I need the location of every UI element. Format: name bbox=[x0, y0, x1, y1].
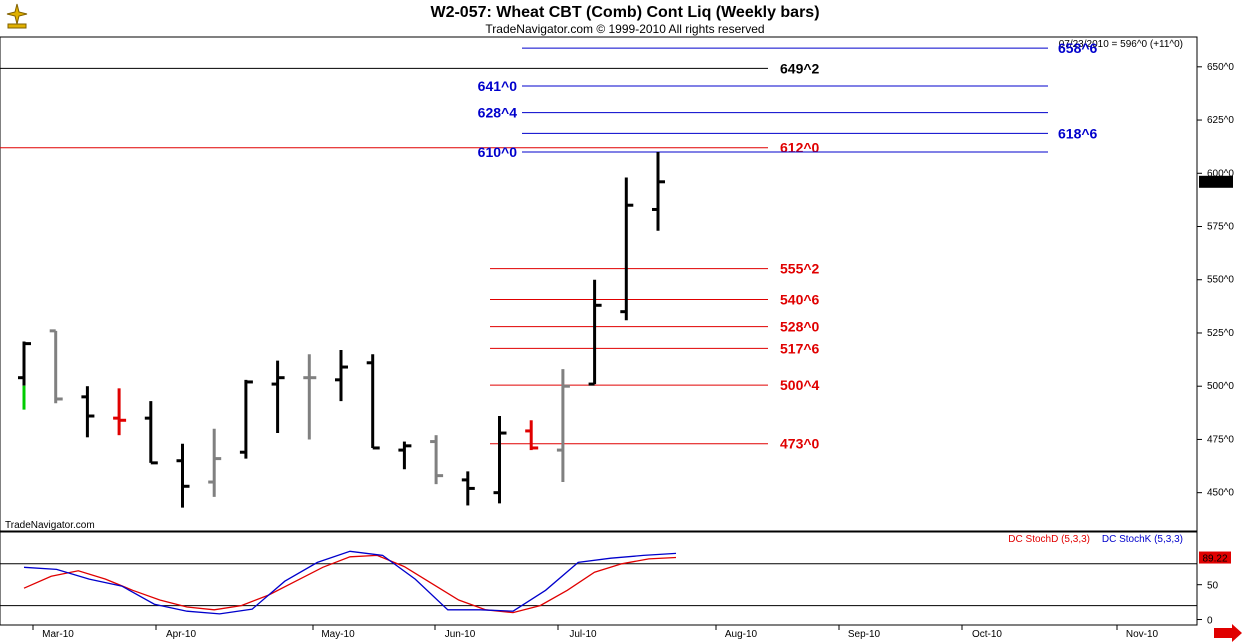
chart-subtitle: TradeNavigator.com © 1999-2010 All right… bbox=[485, 22, 764, 36]
ohlc-bar bbox=[144, 401, 158, 465]
y-tick-label: 475^0 bbox=[1207, 434, 1234, 445]
y-tick-label: 500^0 bbox=[1207, 381, 1234, 392]
stoch-last-box bbox=[1199, 551, 1231, 564]
x-tick-label: Apr-10 bbox=[166, 629, 196, 640]
last-price-label: 596^0 bbox=[1203, 178, 1230, 189]
level-label: 612^0 bbox=[780, 140, 820, 156]
ohlc-bar bbox=[430, 435, 444, 485]
stochastic-panel[interactable] bbox=[0, 531, 1198, 626]
y-tick-label: 575^0 bbox=[1207, 222, 1234, 233]
price-bars bbox=[18, 151, 665, 508]
stoch-tick-label: 0 bbox=[1207, 616, 1213, 627]
ohlc-bar bbox=[620, 177, 634, 321]
y-tick-label: 650^0 bbox=[1207, 62, 1234, 73]
y-tick-label: 600^0 bbox=[1207, 168, 1234, 179]
ohlc-bar bbox=[81, 386, 95, 438]
x-tick-label: Mar-10 bbox=[42, 629, 74, 640]
ohlc-bar bbox=[49, 329, 63, 404]
level-label: 649^2 bbox=[780, 60, 820, 76]
status-readout: 07/23/2010 = 596^0 (+11^0) bbox=[1059, 39, 1183, 50]
level-label: 628^4 bbox=[478, 105, 518, 121]
price-axis: 650^0 625^0 600^0 575^0 550^0 525^0 500^0 475^0… bbox=[1197, 62, 1234, 499]
stochastic-lines bbox=[0, 550, 1197, 615]
stoch-last-label: 89.22 bbox=[1202, 554, 1227, 565]
y-tick-label: 525^0 bbox=[1207, 328, 1234, 339]
y-tick-label: 625^0 bbox=[1207, 115, 1234, 126]
x-tick-label: Sep-10 bbox=[848, 629, 881, 640]
stochastic-axis: 50 0 89.22 bbox=[1197, 551, 1231, 627]
x-tick-label: Jul-10 bbox=[569, 629, 597, 640]
level-label: 610^0 bbox=[478, 144, 518, 160]
y-tick-label: 450^0 bbox=[1207, 488, 1234, 499]
ohlc-bar bbox=[271, 360, 285, 434]
ohlc-bar bbox=[303, 354, 317, 440]
ohlc-bar bbox=[525, 420, 539, 451]
stoch-legend-d: DC StochD (5,3,3) bbox=[1008, 534, 1090, 545]
ohlc-bar bbox=[556, 369, 570, 483]
level-label: 473^0 bbox=[780, 436, 820, 452]
ohlc-bar bbox=[493, 416, 507, 504]
level-label: 618^6 bbox=[1058, 125, 1098, 141]
level-label: 641^0 bbox=[478, 78, 518, 94]
ohlc-bar bbox=[239, 379, 253, 459]
x-tick-label: Aug-10 bbox=[725, 629, 758, 640]
ohlc-bar bbox=[588, 279, 602, 386]
last-price-box bbox=[1199, 175, 1233, 188]
x-tick-label: Nov-10 bbox=[1126, 629, 1159, 640]
scroll-right-icon[interactable] bbox=[1214, 624, 1242, 642]
ohlc-bar bbox=[335, 350, 348, 402]
ohlc-bar bbox=[366, 354, 380, 450]
logo-icon[interactable] bbox=[2, 2, 32, 30]
ohlc-bar bbox=[208, 428, 222, 497]
level-label: 658^6 bbox=[1058, 40, 1098, 56]
chart-title: W2-057: Wheat CBT (Comb) Cont Liq (Weekl… bbox=[430, 4, 819, 21]
fib-levels: 658^6 649^2 641^0 628^4 618^6 612^0 610^0 555^2… bbox=[0, 40, 1098, 452]
ohlc-bar bbox=[398, 441, 412, 470]
stoch-series-line bbox=[23, 554, 677, 614]
price-panel[interactable] bbox=[0, 36, 1198, 532]
stoch-series-line bbox=[23, 550, 677, 615]
time-axis: Mar-10 Apr-10 May-10 Jun-10 Jul-10 Aug-10 Sep-… bbox=[32, 625, 1159, 640]
ohlc-bar bbox=[18, 341, 31, 410]
watermark: TradeNavigator.com bbox=[5, 520, 95, 531]
x-tick-label: May-10 bbox=[321, 629, 355, 640]
level-label: 528^0 bbox=[780, 319, 820, 335]
x-tick-label: Jun-10 bbox=[445, 629, 476, 640]
stoch-legend-k: DC StochK (5,3,3) bbox=[1102, 534, 1183, 545]
level-label: 517^6 bbox=[780, 340, 820, 356]
y-tick-label: 550^0 bbox=[1207, 275, 1234, 286]
x-tick-label: Oct-10 bbox=[972, 629, 1002, 640]
ohlc-bar bbox=[113, 388, 127, 436]
ohlc-bar bbox=[176, 443, 190, 508]
level-label: 555^2 bbox=[780, 261, 820, 277]
stoch-tick-label: 50 bbox=[1207, 581, 1219, 592]
level-label: 500^4 bbox=[780, 377, 820, 393]
level-label: 540^6 bbox=[780, 291, 820, 307]
ohlc-bar bbox=[652, 151, 665, 231]
ohlc-bar bbox=[461, 471, 475, 506]
